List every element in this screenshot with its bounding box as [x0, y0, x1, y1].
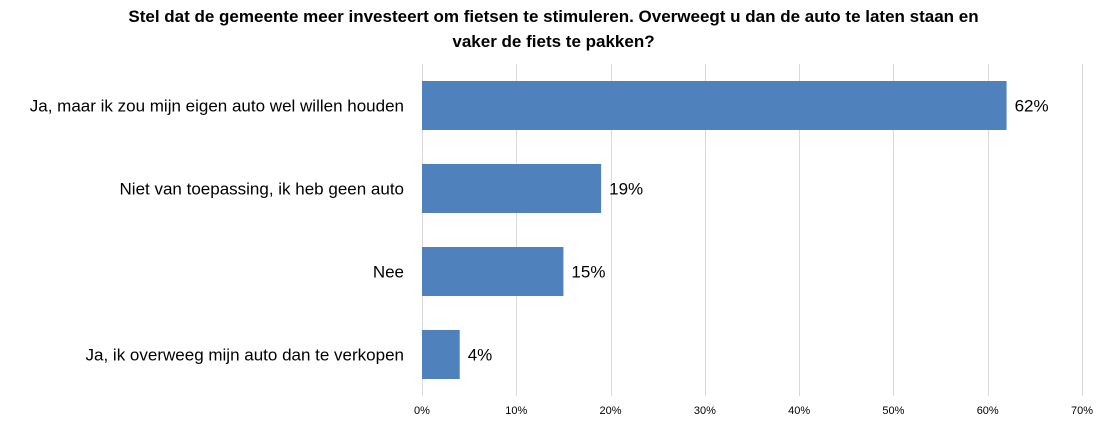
data-label-0: 62% [1015, 97, 1049, 116]
bar-3 [422, 330, 460, 379]
category-label-0: Ja, maar ik zou mijn eigen auto wel will… [30, 97, 404, 116]
x-tick-label-2: 20% [600, 405, 622, 417]
chart-title: Stel dat de gemeente meer investeert om … [0, 4, 1107, 54]
bar-0 [422, 81, 1007, 130]
category-label-1: Niet van toepassing, ik heb geen auto [120, 180, 404, 199]
x-tick-labels: 0% 10% 20% 30% 40% 50% 60% 70% [414, 405, 1093, 417]
x-tick-label-5: 50% [882, 405, 904, 417]
bars [422, 81, 1007, 379]
data-label-3: 4% [468, 346, 493, 365]
category-labels: Ja, maar ik zou mijn eigen auto wel will… [30, 97, 404, 365]
bar-1 [422, 164, 602, 213]
chart-title-line-2: vaker de fiets te pakken? [452, 32, 655, 51]
x-tick-label-6: 60% [977, 405, 999, 417]
x-tick-label-0: 0% [414, 405, 430, 417]
category-label-3: Ja, ik overweeg mijn auto dan te verkope… [86, 346, 404, 365]
data-label-2: 15% [571, 263, 605, 282]
category-label-2: Nee [373, 263, 404, 282]
bar-2 [422, 247, 564, 296]
x-tick-label-4: 40% [788, 405, 810, 417]
chart-title-line-1: Stel dat de gemeente meer investeert om … [128, 7, 979, 26]
x-tick-label-3: 30% [694, 405, 716, 417]
data-labels: 62% 19% 15% 4% [468, 97, 1049, 365]
data-label-1: 19% [609, 180, 643, 199]
x-tick-label-1: 10% [505, 405, 527, 417]
x-tick-label-7: 70% [1071, 405, 1093, 417]
